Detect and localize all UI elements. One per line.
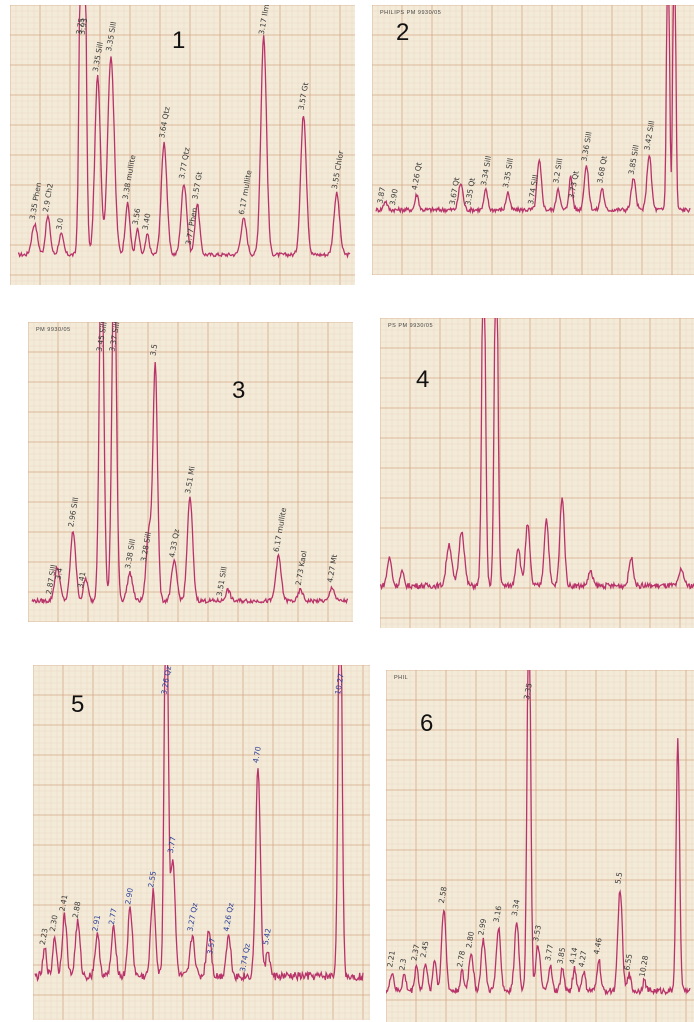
peak-label-3-2: 2.96 Sill	[66, 497, 80, 528]
peak-label-5-14: 4.70	[251, 746, 263, 764]
chart-panel-4: PS PM 9930/05 4	[380, 318, 694, 628]
peak-label-3-14: 4.27 Mt	[325, 554, 339, 584]
chart-panel-3: PM 9930/05 2.87 Sill 3.4 2.96 Sill 3.41 3.45 …	[28, 322, 353, 622]
chart-svg-2: PHILIPS PM 9930/053.87 3.904.26 Qt3.67 Qt…	[372, 5, 694, 275]
peak-label-6-19: 10.28	[638, 955, 651, 978]
peak-label-6-8: 3.16	[492, 905, 504, 923]
peak-label-6-9: 3.34	[510, 899, 522, 917]
peak-label-3-3: 3.41	[76, 571, 88, 589]
peak-label-1-10: 3.64 Qtz	[157, 106, 171, 139]
chart-header-text-2: PHILIPS PM 9930/05	[380, 10, 441, 16]
chart-header-text-6: PHIL	[394, 675, 408, 681]
peak-label-1-1: 2.9 Ch2	[41, 182, 55, 212]
chart-svg-4: PS PM 9930/05	[380, 318, 694, 628]
peak-label-6-12: 3.77	[543, 943, 555, 961]
peak-label-6-17: 5.5	[613, 871, 624, 885]
panel-number-5: 5	[71, 691, 85, 718]
panel-number-1: 1	[172, 27, 186, 54]
peak-label-1-9: 3.40	[141, 212, 153, 230]
chart-header-text-4: PS PM 9930/05	[388, 323, 433, 329]
peak-label-5-15: 10.27	[333, 672, 346, 695]
trace-line-6	[386, 670, 691, 996]
peak-label-5-4: 2.91	[90, 914, 102, 932]
chart-svg-5: 2.232.302.41 2.882.91 2.772.902.553.26 Qz3…	[33, 665, 370, 1020]
peak-label-6-2: 2.37	[410, 943, 422, 961]
peak-label-6-14: 4.14	[568, 947, 580, 965]
peak-label-2-4: 3.35 Qt	[463, 177, 477, 206]
peak-label-1-11: 3.77 Qtz	[177, 147, 191, 180]
peak-label-5-1: 2.30	[48, 914, 60, 932]
peak-label-6-16: 4.46	[592, 937, 604, 955]
peak-label-6-18: 6.55	[622, 953, 634, 971]
panel-number-2: 2	[396, 19, 410, 46]
peak-label-6-13: 3.85	[555, 947, 567, 965]
peak-label-1-2: 3.0	[54, 217, 65, 231]
peak-label-1-8: 3.56	[131, 207, 143, 225]
peak-label-1-15: 3.17 Ilmt	[257, 5, 272, 35]
peak-label-3-5: 3.37 Sill	[107, 322, 121, 352]
peak-label-6-7: 2.99	[476, 918, 488, 936]
peak-label-2-1: 3.90	[388, 188, 400, 206]
peak-label-3-8: 3.5	[148, 343, 159, 357]
peak-label-6-0: 2.21	[386, 950, 397, 968]
chart-panel-2: PHILIPS PM 9930/05 3.87 3.90 4.26 Qt 3.67 Qt…	[372, 5, 694, 275]
peak-label-1-7: 3.38 mullite	[121, 154, 138, 200]
peak-label-6-11: 3.35	[522, 682, 534, 700]
panel-number-4: 4	[416, 366, 430, 393]
grid-3	[28, 322, 353, 622]
peak-label-3-6: 3.38 Sill	[123, 538, 137, 569]
peak-label-3-9: 4.33 Qz	[167, 528, 181, 558]
peak-label-5-9: 3.77	[166, 836, 178, 854]
panel-number-3: 3	[232, 377, 246, 404]
chart-panel-1: 3.35 Phen 2.9 Ch2 3.0 3.75 3.93 3.35 Sill 3.35…	[10, 5, 355, 285]
peak-label-1-3: 3.75	[74, 17, 86, 35]
trace-line-2	[375, 5, 691, 215]
peak-label-1-5: 3.35 Sill	[91, 41, 105, 72]
peak-label-5-7: 2.55	[146, 870, 158, 888]
trace-line-4	[380, 318, 694, 591]
chart-svg-6: PHIL 2.21 2.32.372.45 2.58 2.782.802.99 3.16 3…	[386, 670, 694, 1022]
chart-panel-6: PHIL 2.21 2.3 2.37 2.45 2.58 2.78 2.80 2.99 3.16 3…	[386, 670, 694, 1022]
peak-label-2-2: 4.26 Qt	[410, 162, 424, 191]
peak-label-5-3: 2.88	[71, 901, 83, 919]
peak-label-6-4: 2.58	[437, 886, 449, 904]
peak-label-6-1: 2.3	[397, 958, 408, 972]
panel-number-6: 6	[420, 710, 434, 737]
peak-label-5-16: 5.42	[261, 927, 273, 945]
grid-2	[372, 5, 694, 275]
peak-label-3-7: 3.28 Sill	[139, 531, 153, 562]
peak-label-1-16: 3.57 Gt	[297, 82, 311, 111]
peak-label-1-6: 3.35 Sill	[104, 21, 118, 52]
peak-label-2-0: 3.87	[375, 186, 387, 204]
peak-label-1-12: 3.77 Phen	[184, 207, 199, 246]
peak-label-1-14: 6.17 mullite	[237, 169, 254, 215]
peak-label-2-8: 3.2 Sill	[551, 158, 564, 185]
peak-label-5-11: 3.57	[205, 937, 217, 955]
peak-label-2-11: 3.68 Qt	[595, 155, 609, 184]
trace-line-1	[17, 5, 351, 259]
peak-label-5-6: 2.90	[123, 887, 135, 905]
peak-label-5-2: 2.41	[58, 894, 70, 912]
peak-label-5-0: 2.23	[38, 927, 50, 945]
trace-line-5	[34, 665, 364, 983]
peak-label-2-5: 3.34 Sill	[479, 155, 493, 186]
peak-label-6-10: 3.53	[531, 924, 543, 942]
peak-label-6-15: 4.27	[577, 950, 589, 968]
peak-label-3-1: 3.4	[54, 567, 65, 581]
peak-label-2-7: 3.74 Sill	[526, 174, 540, 205]
grid-4	[380, 318, 694, 628]
chart-panel-5: 2.23 2.30 2.41 2.88 2.91 2.77 2.90 2.55 3.26 Qz 3…	[33, 665, 370, 1020]
peak-label-6-3: 2.45	[419, 940, 431, 958]
peak-label-3-4: 3.45 Sill	[95, 322, 109, 352]
peak-label-6-5: 2.78	[455, 950, 467, 968]
trace-line-3	[31, 322, 349, 605]
peak-label-6-6: 2.80	[464, 931, 476, 949]
peak-label-1-4: 3.93	[78, 17, 90, 35]
peak-label-5-5: 2.77	[107, 907, 119, 925]
chart-header-text-3: PM 9930/05	[36, 327, 71, 333]
